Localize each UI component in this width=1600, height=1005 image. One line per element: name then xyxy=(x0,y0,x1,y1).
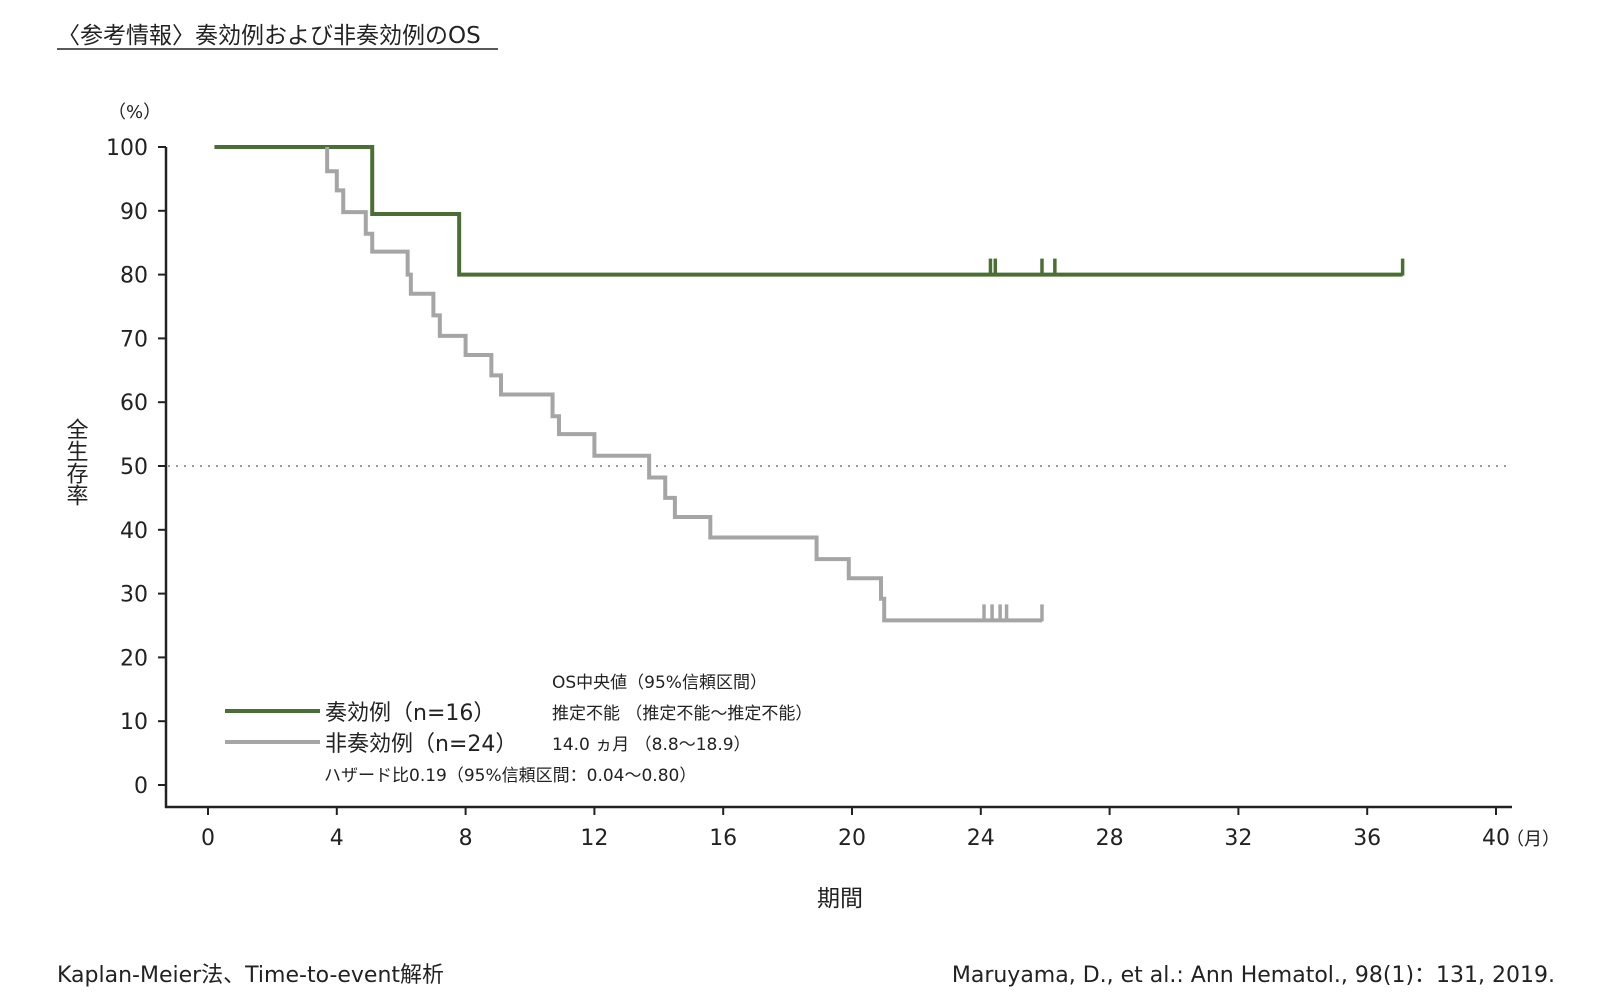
median-os-responders: 推定不能 （推定不能〜推定不能） xyxy=(552,704,812,724)
hazard-ratio: ハザード比0.19（95%信頼区間：0.04〜0.80） xyxy=(324,766,696,786)
series-line-nonresponders xyxy=(325,147,1042,623)
y-tick-label: 50 xyxy=(120,455,148,480)
x-tick-label: 4 xyxy=(330,826,344,851)
x-unit-label: （月） xyxy=(1506,829,1560,850)
y-tick-label: 100 xyxy=(106,136,148,161)
x-ticks: 0 4 8 12 16 20 24 28 32 36 40 xyxy=(201,807,1510,851)
y-tick-label: 90 xyxy=(120,200,148,225)
x-tick-label: 0 xyxy=(201,826,215,851)
page-title: 〈参考情報〉奏効例および非奏効例のOS xyxy=(57,23,481,49)
x-axis-label: 期間 xyxy=(817,886,863,912)
series-line-responders xyxy=(214,145,1403,277)
y-tick-label: 60 xyxy=(120,391,148,416)
y-unit-label: （%） xyxy=(108,102,161,123)
footer-citation: Maruyama, D., et al.: Ann Hematol., 98(1… xyxy=(952,963,1555,988)
legend-label-responders: 奏効例（n=16） xyxy=(325,701,495,726)
y-tick-label: 10 xyxy=(120,710,148,735)
y-ticks: 0 10 20 30 40 50 60 70 80 90 100 xyxy=(106,136,166,799)
footer-method: Kaplan-Meier法、Time-to-event解析 xyxy=(57,963,444,988)
median-os-header: OS中央値（95%信頼区間） xyxy=(552,673,767,693)
y-tick-label: 80 xyxy=(120,264,148,289)
x-tick-label: 24 xyxy=(967,826,995,851)
y-axis-label: 全生存率 xyxy=(63,418,89,506)
x-tick-label: 20 xyxy=(838,826,866,851)
x-tick-label: 40 xyxy=(1482,826,1510,851)
y-tick-label: 20 xyxy=(120,646,148,671)
median-os-nonresponders: 14.0 ヵ月 （8.8〜18.9） xyxy=(552,735,751,755)
y-tick-label: 40 xyxy=(120,519,148,544)
x-tick-label: 8 xyxy=(459,826,473,851)
x-tick-label: 32 xyxy=(1224,826,1252,851)
y-tick-label: 30 xyxy=(120,583,148,608)
y-tick-label: 70 xyxy=(120,327,148,352)
y-tick-label: 0 xyxy=(134,774,148,799)
x-tick-label: 36 xyxy=(1353,826,1381,851)
x-tick-label: 16 xyxy=(709,826,737,851)
legend-label-nonresponders: 非奏効例（n=24） xyxy=(325,732,517,757)
x-tick-label: 28 xyxy=(1096,826,1124,851)
x-tick-label: 12 xyxy=(580,826,608,851)
series-group xyxy=(214,145,1405,623)
